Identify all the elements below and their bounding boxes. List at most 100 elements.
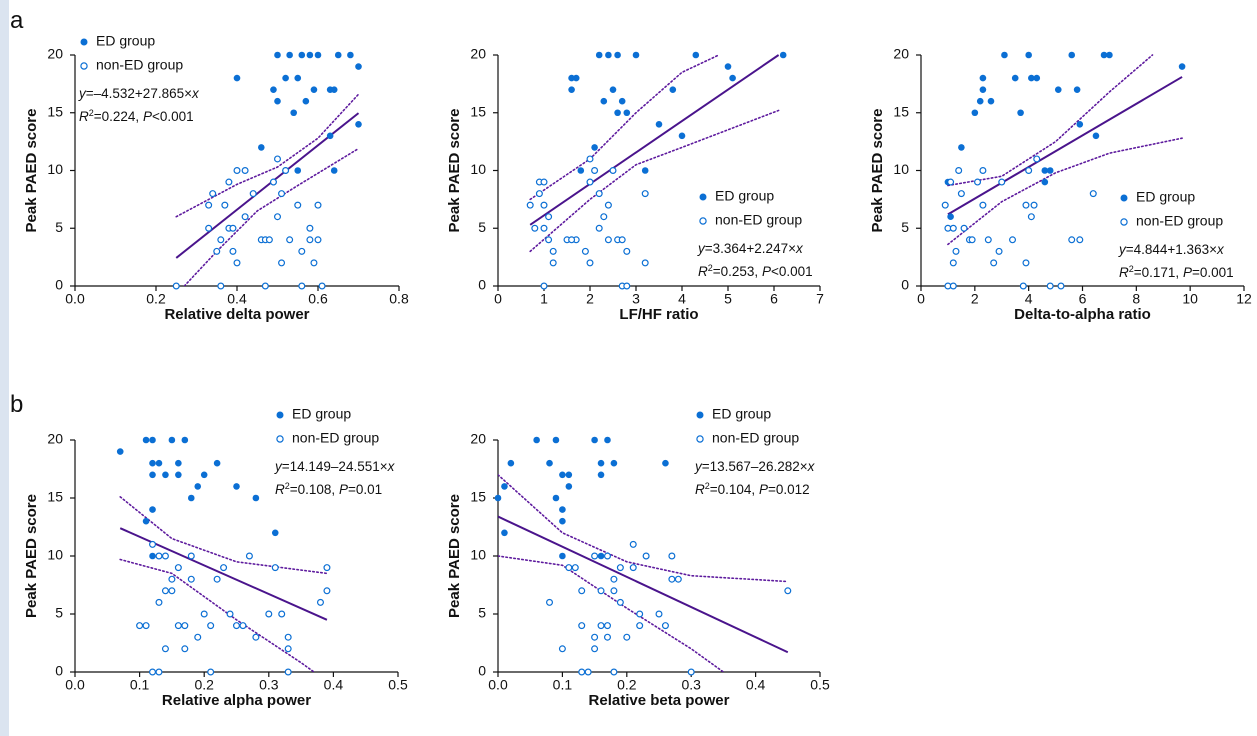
point-open (674, 575, 682, 583)
point-filled (577, 167, 585, 174)
point-filled (298, 51, 306, 59)
y-tick-label: 5 (478, 219, 486, 235)
x-tick-label: 0.1 (130, 677, 150, 693)
point-filled (565, 483, 573, 490)
point-filled (302, 97, 310, 105)
point-open (200, 610, 208, 618)
point-open (205, 224, 213, 232)
equation-part: x (387, 459, 396, 474)
stats-part: 2 (285, 481, 290, 491)
point-open (194, 633, 202, 641)
point-filled (1068, 51, 1076, 59)
point-filled (559, 506, 566, 513)
point-filled (1033, 74, 1041, 82)
point-filled (572, 74, 580, 82)
panel-label: b (10, 391, 23, 418)
equation-part: x (1216, 242, 1225, 257)
point-filled (605, 51, 612, 59)
point-open (603, 622, 611, 630)
point-filled (149, 436, 156, 444)
point-filled (559, 552, 566, 560)
point-open (261, 282, 269, 290)
panel: 0 5 10 15 20 0.0 0.1 0.2 0.3 0.4 0.5 Relative beta … (446, 406, 830, 709)
x-tick-label: 0.1 (553, 677, 573, 693)
x-tick-label: 0.3 (681, 677, 701, 693)
point-filled (947, 213, 954, 220)
point-filled (294, 74, 302, 82)
point-filled (142, 517, 150, 525)
stats-part: =0.224, (94, 109, 143, 124)
point-filled (779, 51, 787, 59)
point-filled (971, 109, 979, 117)
point-filled (552, 494, 560, 502)
point-open (1009, 236, 1017, 244)
point-filled (1041, 178, 1049, 186)
point-open (597, 587, 605, 595)
legend-label: non-ED group (712, 430, 799, 446)
point-filled (1025, 51, 1032, 59)
legend-marker (80, 38, 88, 46)
point-open (549, 247, 557, 255)
point-filled (501, 483, 508, 490)
point-open (1019, 282, 1027, 290)
point-filled (306, 51, 314, 59)
y-axis-label: Peak PAED score (446, 109, 463, 233)
stats-part: =0.001 (1192, 265, 1234, 280)
point-filled (347, 51, 354, 59)
panel: 0 5 10 15 20 0 2 4 6 8 10 12 Delta-to-alpha ratio Pea… (869, 46, 1252, 323)
point-open (535, 190, 543, 198)
point-open (226, 610, 234, 618)
point-open (591, 552, 599, 560)
point-open (610, 575, 618, 583)
point-filled (614, 109, 621, 117)
y-tick-label: 5 (901, 219, 909, 235)
point-open (181, 622, 189, 630)
x-tick-label: 0.5 (388, 677, 408, 693)
y-tick-label: 0 (901, 277, 909, 293)
equation-part: y (78, 86, 87, 101)
stats-part: <0.001 (771, 264, 813, 279)
point-open (209, 190, 217, 198)
legend-marker (80, 62, 88, 70)
y-tick-label: 10 (470, 161, 486, 177)
point-open (616, 598, 624, 606)
confidence-band (529, 54, 720, 201)
x-tick-label: 3 (632, 291, 640, 307)
y-tick-label: 0 (55, 277, 63, 293)
equation-part: =3.364+2.247× (705, 241, 796, 256)
point-open (316, 598, 324, 606)
legend-marker (1120, 218, 1128, 226)
point-filled (290, 109, 298, 117)
point-open (549, 259, 557, 267)
x-tick-label: 0.5 (810, 677, 830, 693)
y-tick-label: 20 (470, 46, 486, 62)
point-open (642, 552, 650, 560)
legend-label: ED group (712, 406, 771, 422)
point-open (623, 282, 631, 290)
x-tick-label: 0.0 (65, 291, 85, 307)
point-filled (507, 459, 515, 467)
point-open (668, 575, 676, 583)
point-filled (149, 459, 156, 467)
point-filled (1106, 51, 1113, 59)
point-open (187, 575, 195, 583)
point-open (306, 224, 314, 232)
point-open (604, 236, 612, 244)
point-open (245, 552, 253, 560)
stats-part: P (143, 109, 152, 124)
point-open (784, 587, 792, 595)
point-filled (326, 132, 334, 140)
x-tick-label: 6 (1079, 291, 1087, 307)
point-open (271, 564, 279, 572)
point-open (142, 622, 150, 630)
point-open (217, 282, 225, 290)
stats-part: 2 (705, 481, 710, 491)
point-open (284, 645, 292, 653)
stats-part: <0.001 (152, 109, 194, 124)
confidence-band (947, 137, 1183, 246)
point-open (586, 178, 594, 186)
point-filled (213, 459, 221, 467)
point-open (284, 668, 292, 676)
equation: y=13.567–26.282×x (694, 459, 816, 474)
stats-part: 2 (89, 108, 94, 118)
